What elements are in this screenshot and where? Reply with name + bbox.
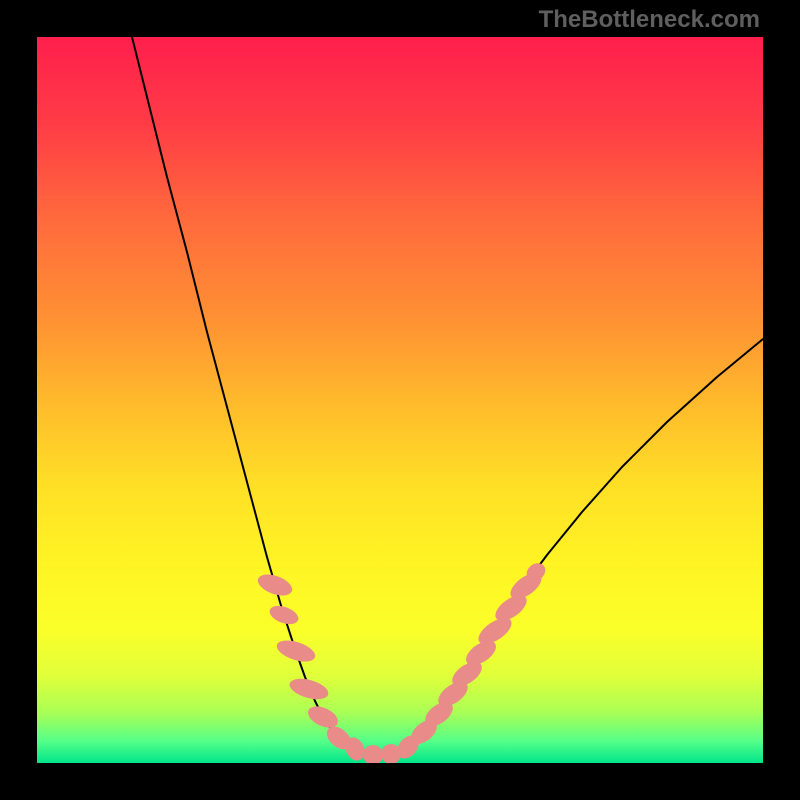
watermark-text: TheBottleneck.com	[539, 6, 760, 34]
plot-area	[37, 37, 763, 763]
gradient-background	[37, 37, 763, 763]
